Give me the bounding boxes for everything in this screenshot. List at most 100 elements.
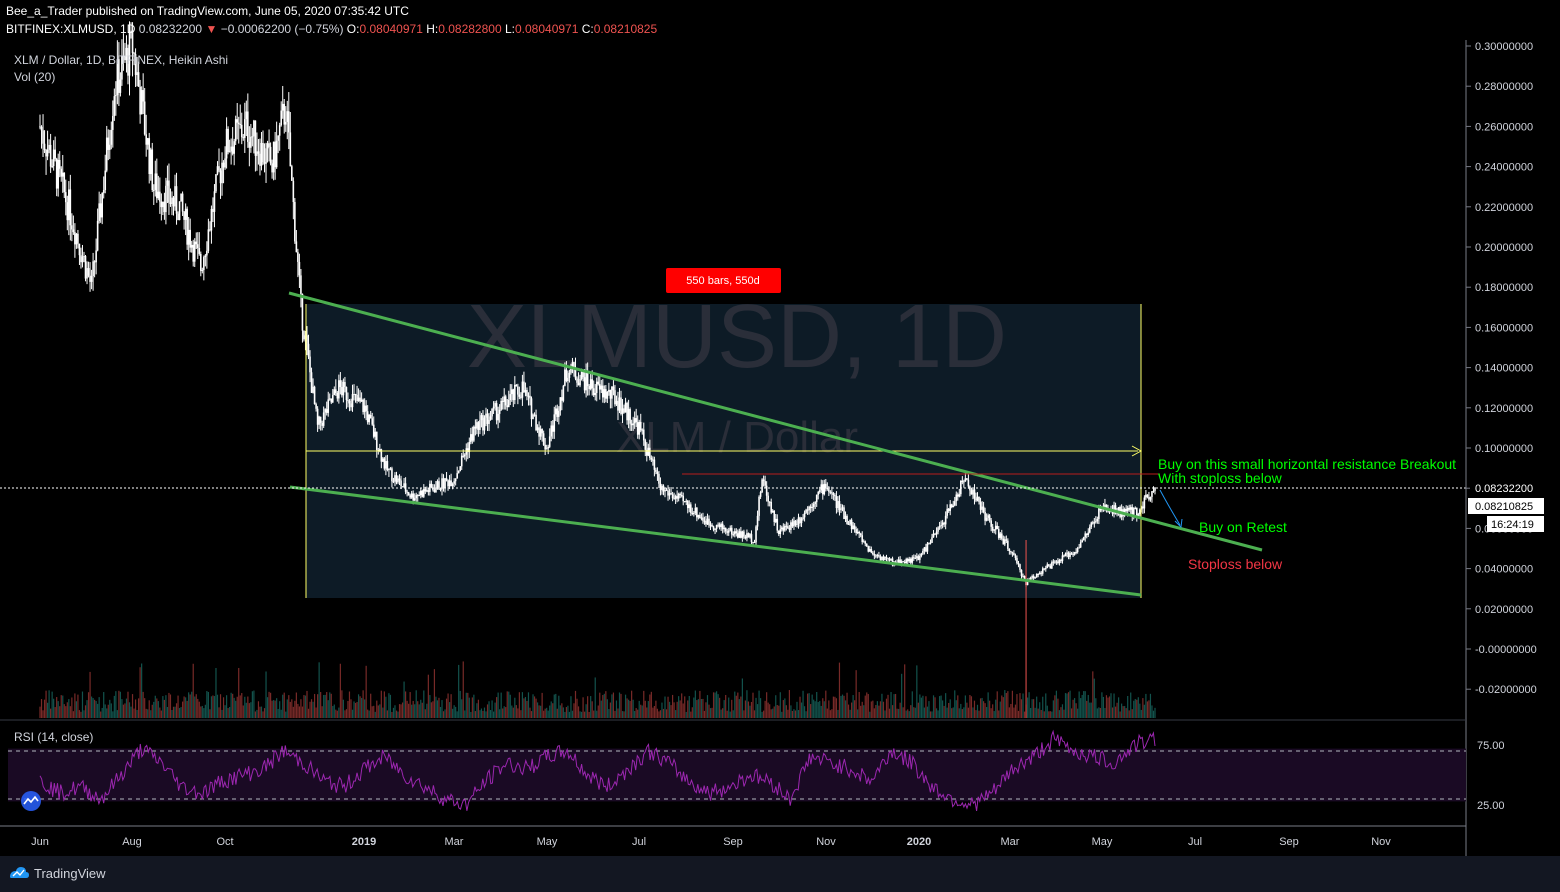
volume-bar <box>376 700 378 718</box>
volume-bar <box>565 707 568 718</box>
candle-body <box>1037 573 1039 575</box>
volume-bar <box>864 695 866 718</box>
candle-body <box>215 174 217 192</box>
candle-body <box>433 489 436 493</box>
candle-body <box>101 192 103 218</box>
price-axis[interactable]: 0.300000000.280000000.260000000.24000000… <box>1465 40 1560 856</box>
candle-body <box>306 335 308 344</box>
retest-annotation[interactable]: Buy on Retest <box>1199 519 1287 535</box>
candle-body <box>102 190 105 193</box>
volume-bar <box>858 692 860 718</box>
symbol-name[interactable]: BITFINEX:XLMUSD, 1D <box>6 22 136 36</box>
candle-body <box>61 172 64 177</box>
volume-bar <box>380 690 382 718</box>
volume-bar <box>690 711 692 718</box>
candle-body <box>368 414 370 423</box>
candle-body <box>811 507 813 509</box>
volume-bar <box>796 701 798 718</box>
candle-body <box>790 522 792 530</box>
volume-bar <box>981 697 983 718</box>
candle-body <box>500 400 502 410</box>
volume-bar <box>643 690 645 718</box>
volume-bar <box>564 711 566 718</box>
volume-bar <box>615 700 618 718</box>
candle-body <box>204 255 207 258</box>
candle-body <box>453 481 455 484</box>
volume-bar <box>647 701 649 718</box>
volume-bar <box>943 705 945 718</box>
candle-body <box>401 486 404 488</box>
volume-bar <box>759 698 762 718</box>
candle-body <box>69 189 72 226</box>
volume-bar <box>597 705 599 718</box>
volume-bar <box>368 710 370 718</box>
volume-bar <box>549 705 551 718</box>
volume-bar <box>492 711 495 718</box>
volume-bar <box>893 694 895 718</box>
candle-body <box>715 525 718 530</box>
candle-body <box>947 508 950 511</box>
candle-body <box>110 129 113 145</box>
candle-body <box>975 498 977 501</box>
candle-body <box>1146 494 1149 498</box>
volume-bar <box>408 703 410 718</box>
candle-body <box>809 506 812 509</box>
candle-body <box>209 229 211 231</box>
tradingview-logo-icon[interactable] <box>8 865 30 881</box>
volume-bar <box>60 695 62 718</box>
candle-body <box>1007 540 1009 549</box>
candle-body <box>1104 504 1106 508</box>
candle-body <box>468 441 471 453</box>
candle-body <box>166 180 169 186</box>
upper-trendline[interactable] <box>288 291 1263 552</box>
breakout-annotation[interactable]: Buy on this small horizontal resistance … <box>1158 456 1456 472</box>
volume-bar <box>216 694 219 718</box>
candle-body <box>894 561 897 563</box>
price-tick-label: 0.02000000 <box>1475 604 1533 616</box>
volume-bar <box>364 699 366 718</box>
volume-legend[interactable]: Vol (20) <box>14 70 56 84</box>
volume-bar <box>1010 703 1012 718</box>
candle-body <box>705 520 707 525</box>
time-axis[interactable]: Jun Aug Oct 2019 Mar May Jul Sep Nov 2020 Mar May Ju… <box>0 825 1466 848</box>
volume-bar <box>298 706 301 718</box>
candle-body <box>177 213 179 221</box>
candle-body <box>917 556 920 560</box>
stoploss-annotation[interactable]: Stoploss below <box>1188 556 1283 572</box>
drawings[interactable] <box>0 291 1466 598</box>
candle-body <box>159 191 161 202</box>
candle-body <box>1099 507 1102 511</box>
volume-bar <box>1023 711 1026 718</box>
candle-body <box>130 30 132 33</box>
tradingview-cloud-icon[interactable] <box>17 791 45 811</box>
candle-body <box>254 120 257 156</box>
high-value: 0.08282800 <box>438 22 502 36</box>
candle-body <box>527 395 530 397</box>
candle-body <box>407 492 410 496</box>
candle-body <box>292 180 295 203</box>
volume-bar <box>958 708 960 718</box>
series-legend[interactable]: XLM / Dollar, 1D, BITFINEX, Heikin Ashi <box>14 53 229 67</box>
candle-body <box>849 519 851 525</box>
candle-body <box>916 556 918 558</box>
rsi-legend[interactable]: RSI (14, close) <box>14 730 94 744</box>
lower-trendline[interactable] <box>289 485 1142 597</box>
volume-bar <box>1102 696 1105 718</box>
volume-bar <box>996 691 998 718</box>
candle-body <box>829 491 832 493</box>
candle-body <box>189 229 191 248</box>
volume-bar <box>320 691 322 718</box>
volume-bar <box>371 706 373 718</box>
candle-body <box>494 403 496 407</box>
stoploss-hint-annotation[interactable]: With stoploss below <box>1158 470 1283 486</box>
volume-bar <box>823 701 825 718</box>
annotations[interactable]: 550 bars, 550d Buy on this small horizon… <box>666 268 1456 572</box>
candle-body <box>142 90 144 102</box>
candle-body <box>193 241 196 262</box>
candle-body <box>667 490 669 496</box>
candle-body <box>771 510 774 513</box>
footer-brand[interactable]: TradingView <box>34 866 106 881</box>
candle-body <box>567 377 569 381</box>
